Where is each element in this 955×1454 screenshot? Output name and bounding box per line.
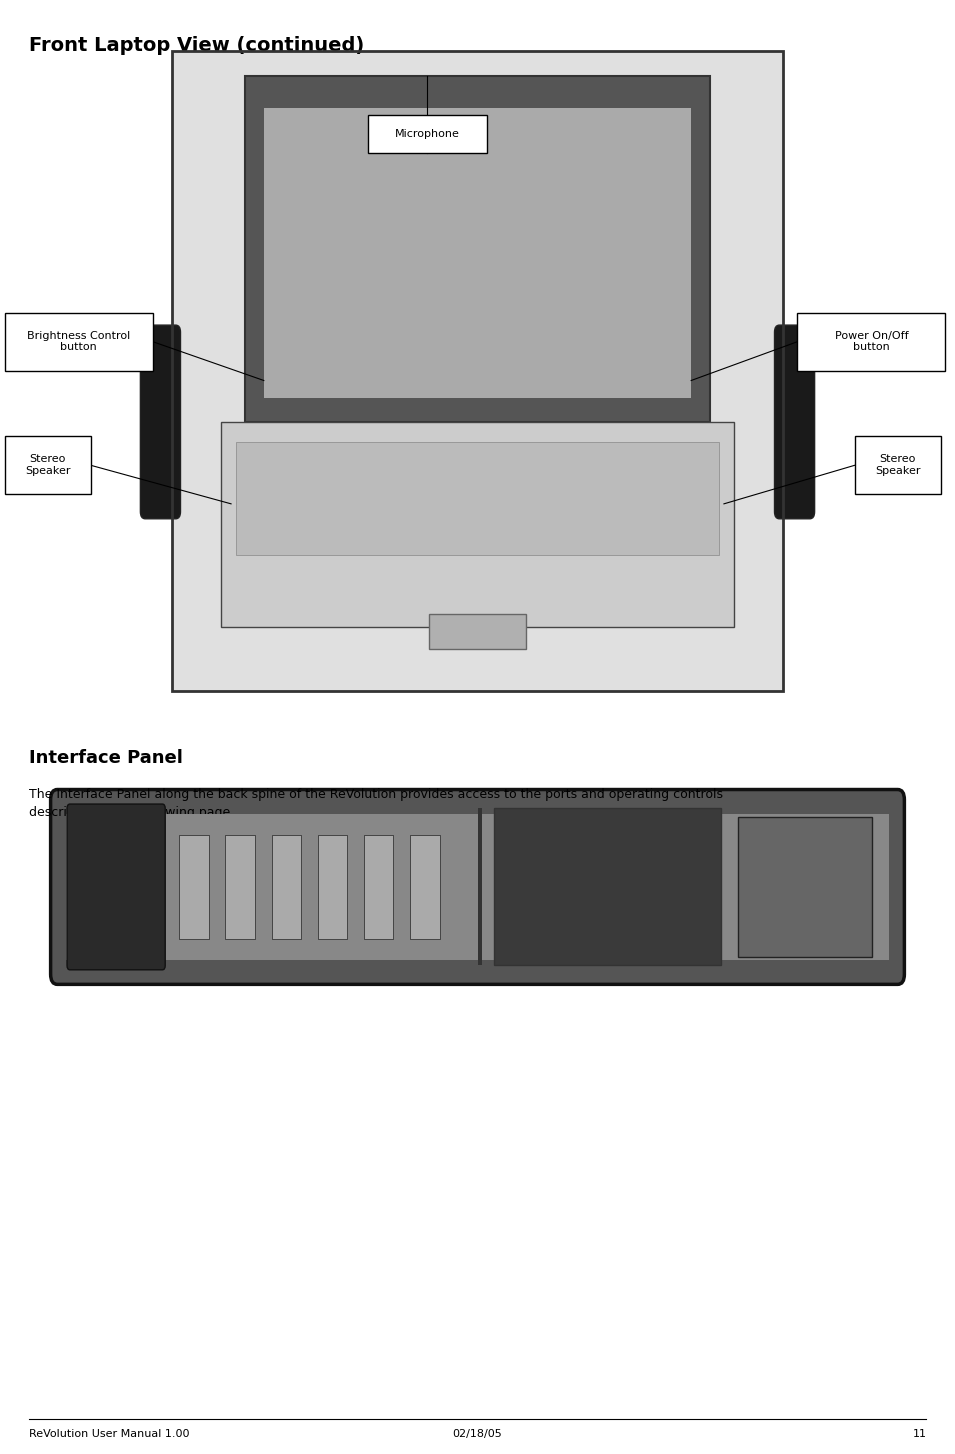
Text: Interface Panel: Interface Panel <box>29 749 182 766</box>
Text: Stereo
Speaker: Stereo Speaker <box>25 455 71 475</box>
FancyBboxPatch shape <box>5 313 153 371</box>
Text: 11: 11 <box>912 1429 926 1439</box>
FancyBboxPatch shape <box>5 436 91 494</box>
FancyBboxPatch shape <box>775 326 815 519</box>
FancyBboxPatch shape <box>738 817 873 957</box>
FancyBboxPatch shape <box>478 808 481 965</box>
FancyBboxPatch shape <box>66 814 889 960</box>
FancyBboxPatch shape <box>225 835 255 939</box>
Text: Microphone: Microphone <box>395 129 459 138</box>
FancyBboxPatch shape <box>855 436 941 494</box>
Text: Stereo
Speaker: Stereo Speaker <box>875 455 921 475</box>
FancyBboxPatch shape <box>797 313 945 371</box>
FancyBboxPatch shape <box>236 442 719 555</box>
Text: Power On/Off
button: Power On/Off button <box>835 332 908 352</box>
FancyBboxPatch shape <box>368 115 487 153</box>
FancyBboxPatch shape <box>318 835 348 939</box>
FancyBboxPatch shape <box>495 808 721 965</box>
Text: ReVolution User Manual 1.00: ReVolution User Manual 1.00 <box>29 1429 189 1439</box>
Text: The Interface Panel along the back spine of the ReVolution provides access to th: The Interface Panel along the back spine… <box>29 788 723 819</box>
FancyBboxPatch shape <box>364 835 393 939</box>
Text: Front Laptop View (continued): Front Laptop View (continued) <box>29 36 364 55</box>
FancyBboxPatch shape <box>51 790 904 984</box>
FancyBboxPatch shape <box>245 77 710 422</box>
FancyBboxPatch shape <box>411 835 439 939</box>
Text: Brightness Control
button: Brightness Control button <box>27 332 131 352</box>
FancyBboxPatch shape <box>180 835 208 939</box>
FancyBboxPatch shape <box>429 614 526 648</box>
FancyBboxPatch shape <box>140 326 180 519</box>
FancyBboxPatch shape <box>221 422 734 627</box>
Text: 02/18/05: 02/18/05 <box>453 1429 502 1439</box>
FancyBboxPatch shape <box>67 804 165 970</box>
FancyBboxPatch shape <box>172 51 783 691</box>
FancyBboxPatch shape <box>264 108 691 398</box>
FancyBboxPatch shape <box>271 835 301 939</box>
